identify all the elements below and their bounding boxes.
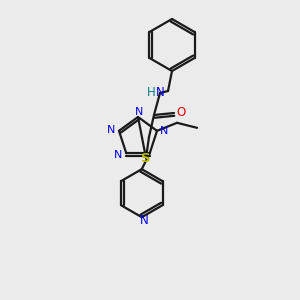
Text: S: S [141, 152, 151, 164]
Text: O: O [176, 106, 186, 119]
Text: N: N [135, 107, 143, 117]
Text: N: N [156, 85, 164, 98]
Text: N: N [107, 125, 115, 135]
Text: H: H [147, 85, 155, 98]
Text: N: N [114, 150, 122, 160]
Text: N: N [140, 214, 148, 227]
Text: N: N [160, 126, 168, 136]
